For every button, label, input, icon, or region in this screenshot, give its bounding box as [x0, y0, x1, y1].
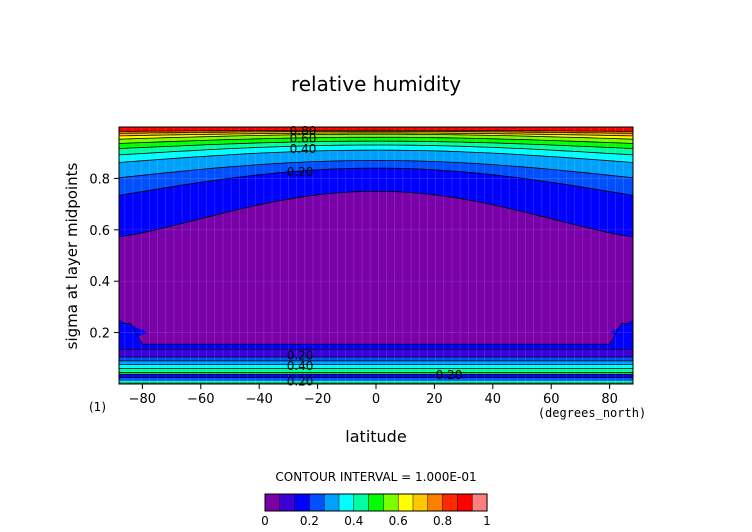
contour-label: 0.20 [287, 165, 314, 179]
colorbar-swatch [353, 493, 370, 512]
panel-label: (1) [89, 400, 106, 414]
colorbar-swatch [338, 493, 355, 512]
contour-line [119, 129, 633, 132]
colorbar-swatch [294, 493, 310, 512]
contour-line [119, 167, 633, 196]
contour-line [119, 190, 633, 238]
colorbar-swatch [309, 493, 325, 512]
colorbar-swatch [397, 493, 414, 512]
y-tick-label: 0.2 [89, 327, 110, 342]
contour-line [119, 133, 633, 140]
plot-area [119, 127, 633, 384]
x-axis-label: latitude [345, 427, 406, 446]
x-unit-label: (degrees_north) [538, 406, 646, 420]
colorbar-swatch [323, 493, 340, 512]
colorbar-swatch [368, 493, 384, 512]
colorbar-tick-label: 1 [483, 514, 491, 528]
colorbar-tick-label: 0.4 [344, 514, 363, 528]
contour-label: 0.60 [290, 132, 317, 146]
contour-line [119, 323, 633, 345]
contour-label: 0.20 [287, 374, 314, 388]
colorbar-tick-label: 0.8 [433, 514, 452, 528]
x-tick-label: −40 [245, 392, 272, 407]
contour-line [119, 149, 633, 163]
colorbar-frame [264, 493, 488, 512]
contour-interval-text: CONTOUR INTERVAL = 1.000E-01 [275, 470, 476, 484]
x-tick-label: −20 [304, 392, 331, 407]
contour-band [609, 319, 633, 343]
contour-label: 0.80 [290, 124, 317, 138]
x-tick-label: 60 [543, 392, 560, 407]
x-tick-label: 40 [485, 392, 502, 407]
colorbar-tick-label: 0 [261, 514, 269, 528]
colorbar-swatch [383, 493, 399, 512]
x-tick-label: −60 [187, 392, 214, 407]
contour-line [119, 136, 633, 144]
colorbar-swatch [471, 493, 488, 512]
x-tick-label: 20 [426, 392, 443, 407]
contour-line [119, 159, 633, 179]
contour-label: 0.20 [436, 368, 463, 382]
colorbar-tick-label: 0.6 [389, 514, 408, 528]
colorbar-tick-label: 0.2 [300, 514, 319, 528]
contour-line [119, 131, 633, 134]
contour-label: 0.40 [287, 359, 314, 373]
y-tick-label: 0.6 [89, 224, 110, 239]
contour-band [119, 191, 633, 384]
y-tick-label: 0.8 [89, 172, 110, 187]
colorbar-swatch [442, 493, 458, 512]
colorbar: 0 0.2 0.4 0.6 0.8 1 [261, 493, 491, 528]
chart-title: relative humidity [291, 72, 461, 96]
x-tick-label: 80 [601, 392, 618, 407]
colorbar-swatch [412, 493, 429, 512]
contour-label: 0.20 [287, 349, 314, 363]
x-tick-label: 0 [372, 392, 380, 407]
contour-line [119, 132, 633, 137]
colorbar-swatch [264, 493, 281, 512]
contour-line [119, 144, 633, 156]
contour-label: 0.40 [290, 142, 317, 156]
colorbar-swatch [279, 493, 296, 512]
y-axis-label: sigma at layer midpoints [63, 162, 81, 349]
contour-band [119, 319, 149, 343]
colorbar-swatch [427, 493, 444, 512]
contour-line [119, 140, 633, 149]
x-tick-label: −80 [129, 392, 156, 407]
colorbar-swatch [457, 493, 473, 512]
y-tick-label: 0.4 [89, 275, 110, 290]
